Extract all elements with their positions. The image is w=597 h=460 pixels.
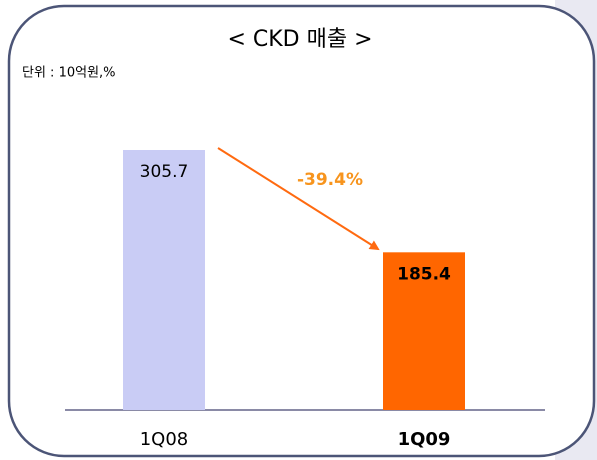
unit-label: 단위 : 10억원,% bbox=[22, 66, 116, 81]
change-annotation: -39.4% bbox=[297, 170, 363, 190]
value-label: 185.4 bbox=[397, 264, 451, 284]
x-tick-label: 1Q08 bbox=[140, 429, 189, 450]
chart-title: < CKD 매출 > bbox=[227, 27, 372, 52]
value-label: 305.7 bbox=[140, 162, 189, 182]
change-arrow bbox=[217, 147, 380, 251]
x-tick-label: 1Q09 bbox=[398, 429, 451, 450]
bar bbox=[383, 252, 465, 410]
bar bbox=[123, 150, 205, 410]
